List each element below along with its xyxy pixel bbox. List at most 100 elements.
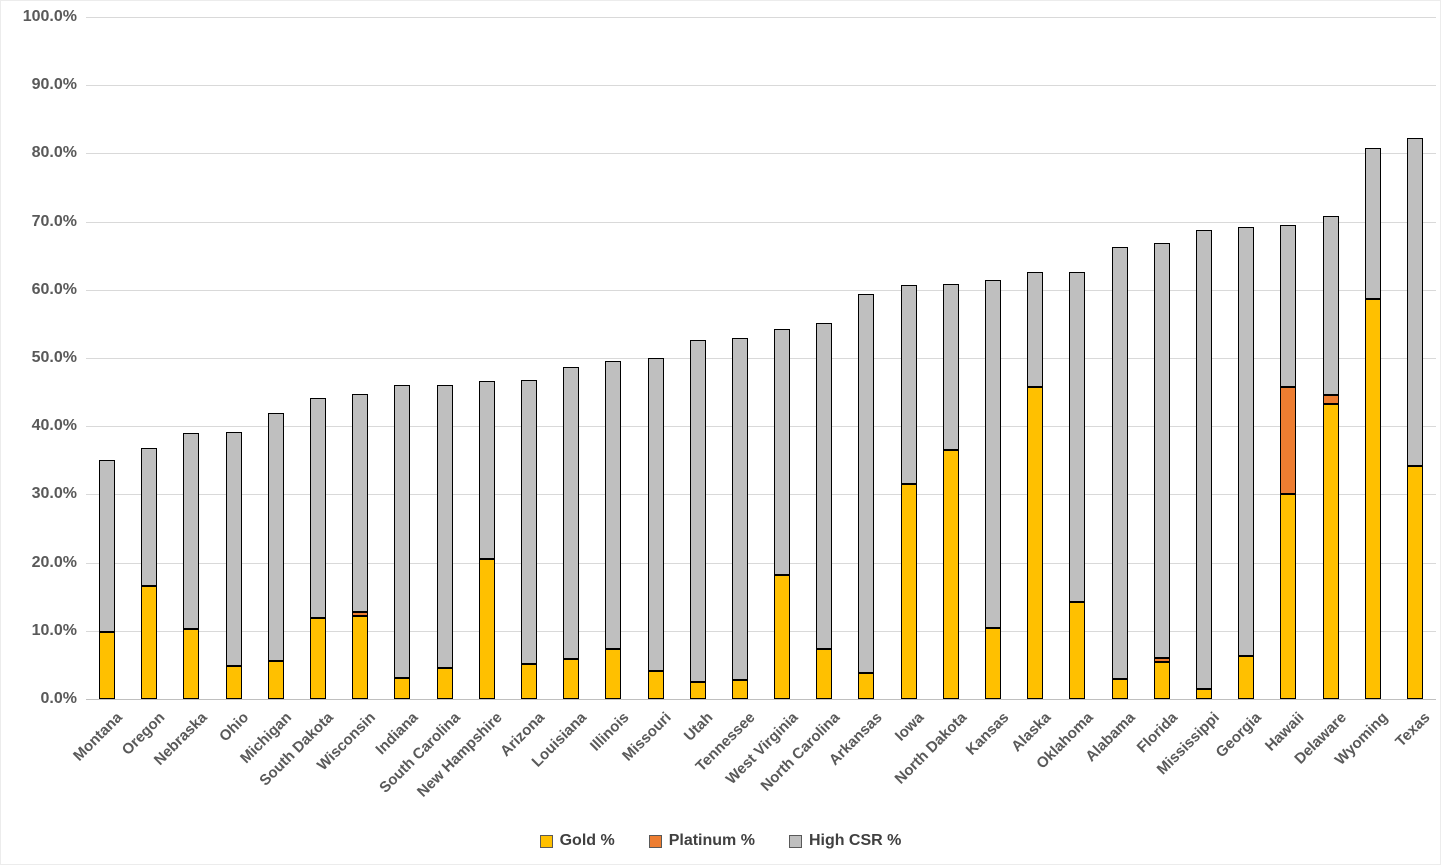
high-csr-segment [1027,272,1044,388]
legend-item-gold: Gold % [539,832,615,849]
y-tick-label: 80.0% [31,144,77,162]
high-csr-segment [394,385,411,678]
gridline [86,153,1436,155]
high-csr-segment [1322,216,1339,395]
bar-kansas [985,280,1002,699]
y-tick-label: 50.0% [31,349,77,366]
bar-arizona [520,379,537,699]
bar-south-carolina [436,385,453,699]
bar-nebraska [183,433,200,699]
high-csr-segment [774,329,791,575]
y-tick-label: 40.0% [31,417,77,435]
legend-label: Gold % [559,832,615,849]
gold-segment [1238,656,1255,699]
x-category-label: Montana [70,709,127,765]
y-tick-label: 60.0% [31,280,77,298]
plot-area [86,17,1436,700]
gridline [86,562,1436,564]
y-tick-label: 90.0% [31,76,77,94]
high-csr-segment [563,366,580,659]
gold-segment [394,677,411,699]
platinum-segment [1322,394,1339,404]
high-csr-segment [985,280,1002,629]
high-csr-segment [942,284,959,451]
chart-legend: Gold % Platinum % High CSR % [1,833,1440,849]
y-tick-label: 100.0% [22,8,77,25]
legend-item-high-csr: High CSR % [788,832,902,849]
bar-north-dakota [942,284,959,699]
bar-illinois [605,361,622,699]
gold-segment [310,617,327,699]
high-csr-segment [816,323,833,649]
legend-item-platinum: Platinum % [648,832,755,849]
high-csr-segment [1364,147,1381,300]
high-csr-segment [858,293,875,674]
bar-tennessee [731,337,748,699]
gold-segment [774,574,791,699]
high-csr-segment [900,285,917,485]
high-csr-segment [436,385,453,668]
high-csr-segment [1238,227,1255,657]
high-csr-segment [520,379,537,665]
bar-alaska [1027,272,1044,699]
high-csr-segment [1069,272,1086,603]
x-axis-line [86,699,1436,700]
gold-segment [731,679,748,699]
platinum-segment [1153,658,1170,663]
gold-segment [1406,466,1423,699]
high-csr-segment [1406,138,1423,467]
gold-segment [647,671,664,699]
gold-segment [605,648,622,699]
bar-missouri [647,358,664,699]
gridline [86,17,1436,18]
high-csr-segment [1195,229,1212,690]
gold-segment [267,660,284,699]
x-category-label: Utah [681,709,717,745]
platinum-segment [1280,387,1297,495]
high-csr-segment [1111,246,1128,680]
bar-indiana [394,385,411,699]
gold-segment [858,673,875,699]
bar-north-carolina [816,323,833,699]
legend-label: Platinum % [668,832,755,849]
bar-ohio [225,431,242,699]
bar-delaware [1322,216,1339,699]
bar-arkansas [858,293,875,699]
bar-michigan [267,413,284,699]
bar-utah [689,340,706,699]
gold-segment [1364,299,1381,699]
high-csr-segment [1280,225,1297,388]
y-tick-label: 0.0% [40,690,77,707]
gold-segment [478,558,495,699]
legend-label: High CSR % [808,832,902,849]
bar-wisconsin [352,394,369,699]
bar-montana [99,459,116,699]
y-tick-label: 10.0% [31,621,77,639]
legend-swatch-icon [788,834,802,848]
high-csr-segment [267,413,284,661]
bar-oklahoma [1069,272,1086,699]
gold-segment [1280,494,1297,699]
bar-alabama [1111,246,1128,699]
gridline [86,494,1436,496]
gridline [86,358,1436,359]
high-csr-segment [689,340,706,682]
x-category-label: Georgia [1213,709,1266,762]
bar-new-hampshire [478,381,495,699]
gold-segment [1027,387,1044,699]
gold-segment [436,667,453,699]
high-csr-segment [141,448,158,586]
y-tick-label: 30.0% [31,485,77,503]
bar-south-dakota [310,398,327,699]
high-csr-segment [478,381,495,559]
gold-segment [141,585,158,699]
high-csr-segment [605,361,622,649]
gold-segment [183,628,200,699]
gold-segment [689,681,706,699]
legend-swatch-icon [648,834,662,848]
high-csr-segment [99,459,116,633]
x-category-label: Texas [1392,709,1434,751]
gold-segment [1111,679,1128,699]
bar-wyoming [1364,147,1381,699]
